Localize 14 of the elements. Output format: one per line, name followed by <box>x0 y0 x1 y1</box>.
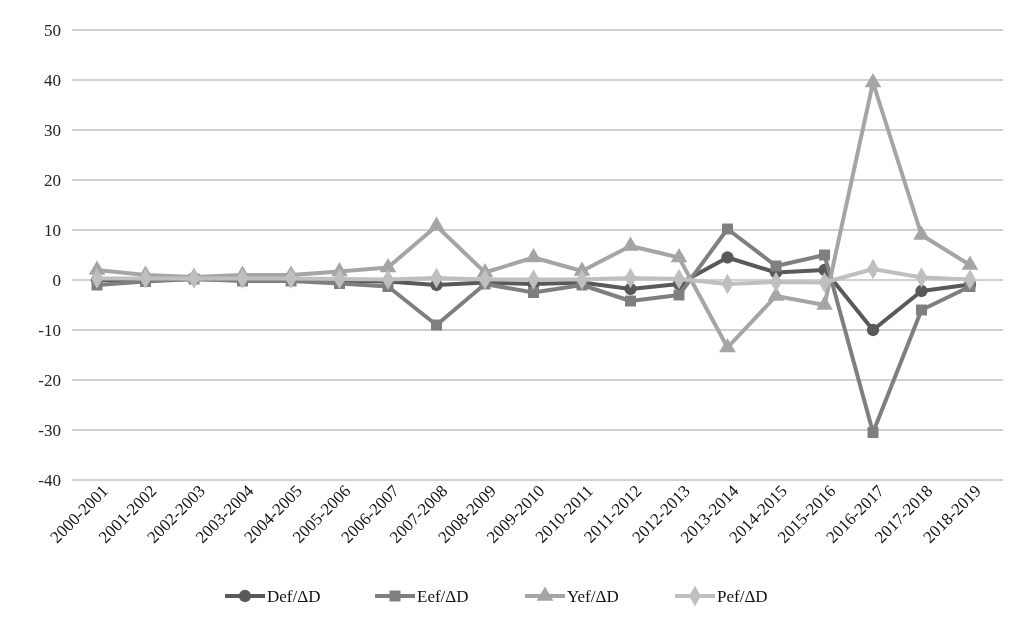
y-tick-label: 50 <box>44 20 61 40</box>
y-tick-label: 40 <box>44 70 61 90</box>
y-tick-label: 30 <box>44 120 61 140</box>
y-tick-label: 20 <box>44 170 61 190</box>
y-tick-label: -40 <box>38 470 61 490</box>
y-tick-label: 0 <box>52 270 61 290</box>
y-tick-label: -30 <box>38 420 61 440</box>
legend-label: Yef/ΔD <box>567 587 619 606</box>
legend-label: Eef/ΔD <box>417 587 469 606</box>
y-tick-label: 10 <box>44 220 61 240</box>
legend-label: Def/ΔD <box>267 587 321 606</box>
legend-label: Pef/ΔD <box>717 587 768 606</box>
y-tick-label: -20 <box>38 370 61 390</box>
y-tick-label: -10 <box>38 320 61 340</box>
